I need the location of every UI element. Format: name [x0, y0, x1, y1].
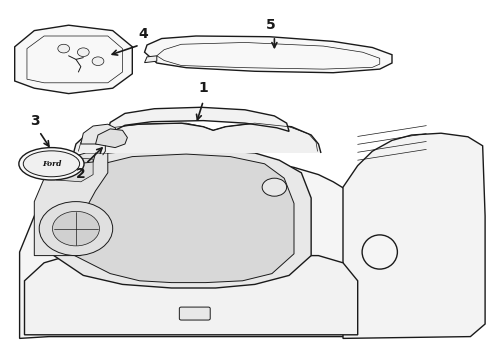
Polygon shape: [343, 133, 485, 338]
Polygon shape: [81, 124, 118, 144]
Circle shape: [52, 211, 99, 246]
Circle shape: [58, 44, 70, 53]
Circle shape: [39, 202, 113, 256]
Text: 4: 4: [138, 27, 148, 41]
Polygon shape: [71, 154, 294, 283]
Polygon shape: [34, 153, 108, 256]
Polygon shape: [56, 157, 93, 182]
Text: 5: 5: [266, 18, 276, 32]
Text: Ford: Ford: [42, 160, 61, 168]
Polygon shape: [96, 129, 127, 148]
Polygon shape: [108, 107, 289, 131]
Text: 1: 1: [198, 81, 208, 95]
Text: 3: 3: [30, 114, 40, 128]
FancyBboxPatch shape: [179, 307, 210, 320]
Circle shape: [77, 48, 89, 57]
Circle shape: [92, 57, 104, 66]
Ellipse shape: [19, 148, 84, 180]
Polygon shape: [74, 123, 321, 153]
Circle shape: [262, 178, 287, 196]
Polygon shape: [20, 157, 363, 338]
Polygon shape: [24, 256, 358, 335]
Ellipse shape: [362, 235, 397, 269]
Polygon shape: [145, 56, 157, 63]
Text: 2: 2: [76, 167, 86, 181]
Polygon shape: [15, 25, 132, 94]
Polygon shape: [54, 149, 311, 288]
Ellipse shape: [23, 151, 79, 177]
Polygon shape: [145, 36, 392, 73]
